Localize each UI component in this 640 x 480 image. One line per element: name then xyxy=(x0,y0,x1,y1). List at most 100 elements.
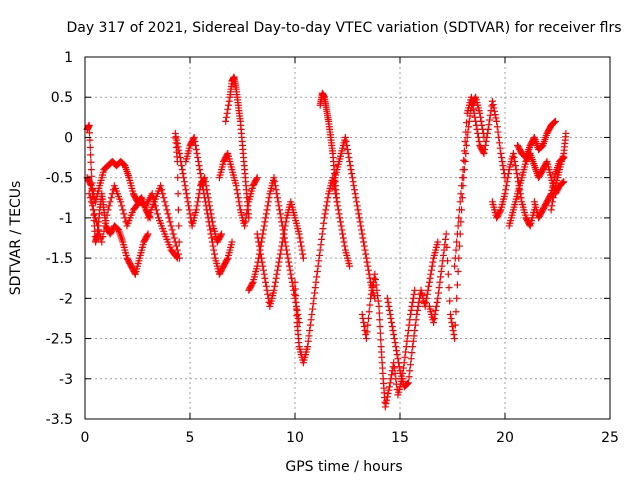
data-point xyxy=(184,198,192,206)
data-point xyxy=(386,383,393,391)
data-point xyxy=(334,206,342,214)
data-point xyxy=(101,222,109,230)
axis-ticks xyxy=(84,56,611,420)
data-point xyxy=(87,151,95,159)
data-point xyxy=(285,258,293,266)
data-point xyxy=(337,218,344,226)
data-point xyxy=(296,234,304,242)
data-point xyxy=(201,194,209,202)
data-point xyxy=(338,226,346,234)
data-point xyxy=(550,190,558,198)
data-point xyxy=(429,258,437,266)
data-point xyxy=(194,154,202,162)
data-point xyxy=(209,242,217,250)
data-point xyxy=(484,125,492,133)
data-point xyxy=(305,332,313,340)
data-point xyxy=(426,274,434,282)
data-point xyxy=(493,117,501,125)
data-point xyxy=(271,182,279,190)
data-point xyxy=(273,190,281,198)
data-point xyxy=(392,343,400,351)
chart-title: Day 317 of 2021, Sidereal Day-to-day VTE… xyxy=(66,20,621,36)
data-point xyxy=(352,194,360,202)
data-point xyxy=(436,278,444,286)
data-point xyxy=(411,327,419,335)
data-point xyxy=(454,222,462,230)
data-point xyxy=(205,218,213,226)
data-point xyxy=(442,230,450,238)
data-point xyxy=(358,226,365,234)
data-point xyxy=(361,246,369,254)
data-point xyxy=(206,226,214,234)
data-point xyxy=(319,225,327,233)
data-point xyxy=(401,353,409,361)
data-point xyxy=(169,230,177,238)
data-point xyxy=(423,290,431,298)
data-point xyxy=(321,210,329,218)
data-point xyxy=(88,202,96,210)
data-point xyxy=(88,172,96,180)
data-point xyxy=(411,321,419,329)
data-point xyxy=(210,246,218,254)
data-point xyxy=(344,146,351,154)
data-point xyxy=(494,128,502,136)
data-point xyxy=(389,363,397,371)
data-point xyxy=(262,282,270,290)
plot-frame xyxy=(84,56,611,420)
data-point xyxy=(204,210,211,218)
data-point xyxy=(403,337,411,345)
data-point xyxy=(424,286,432,294)
data-point xyxy=(444,270,452,278)
data-point xyxy=(375,309,383,317)
data-point xyxy=(167,222,175,230)
data-point xyxy=(193,150,201,158)
data-point xyxy=(351,190,359,198)
data-point xyxy=(482,137,490,145)
data-point xyxy=(407,361,414,369)
data-point xyxy=(173,246,181,254)
data-point xyxy=(355,214,363,222)
data-point xyxy=(409,337,417,345)
data-point xyxy=(159,190,167,198)
data-point xyxy=(446,297,454,305)
data-point xyxy=(344,150,352,158)
data-point xyxy=(472,117,480,125)
data-point xyxy=(225,101,232,109)
data-point xyxy=(173,136,181,144)
data-point xyxy=(278,242,286,250)
data-point xyxy=(461,158,469,166)
data-point xyxy=(193,202,201,210)
y-tick-label: -1.5 xyxy=(46,251,73,267)
data-point xyxy=(461,137,469,145)
data-point xyxy=(299,250,307,258)
data-point xyxy=(274,194,281,202)
data-point xyxy=(358,310,366,318)
y-tick-label: 0 xyxy=(64,130,73,146)
data-point xyxy=(408,302,416,310)
data-point xyxy=(306,327,314,335)
data-point xyxy=(222,117,230,125)
y-tick-label: -2 xyxy=(59,291,73,307)
data-point xyxy=(280,230,288,238)
data-point xyxy=(362,335,370,343)
data-point xyxy=(178,162,186,170)
data-point xyxy=(371,270,379,278)
data-point xyxy=(496,144,504,152)
data-point xyxy=(217,231,225,239)
data-point xyxy=(409,294,417,302)
x-tick-label: 5 xyxy=(186,430,195,446)
data-point xyxy=(195,162,203,170)
data-point xyxy=(283,250,291,258)
data-point xyxy=(362,250,370,258)
data-point xyxy=(204,214,212,222)
data-point xyxy=(513,170,521,178)
data-point xyxy=(510,154,518,162)
data-point xyxy=(339,230,347,238)
data-point xyxy=(367,290,375,298)
data-point xyxy=(236,202,244,210)
data-point xyxy=(86,129,94,137)
data-point xyxy=(411,286,419,294)
data-point xyxy=(89,206,97,214)
data-point xyxy=(486,116,494,124)
data-point xyxy=(376,316,384,324)
